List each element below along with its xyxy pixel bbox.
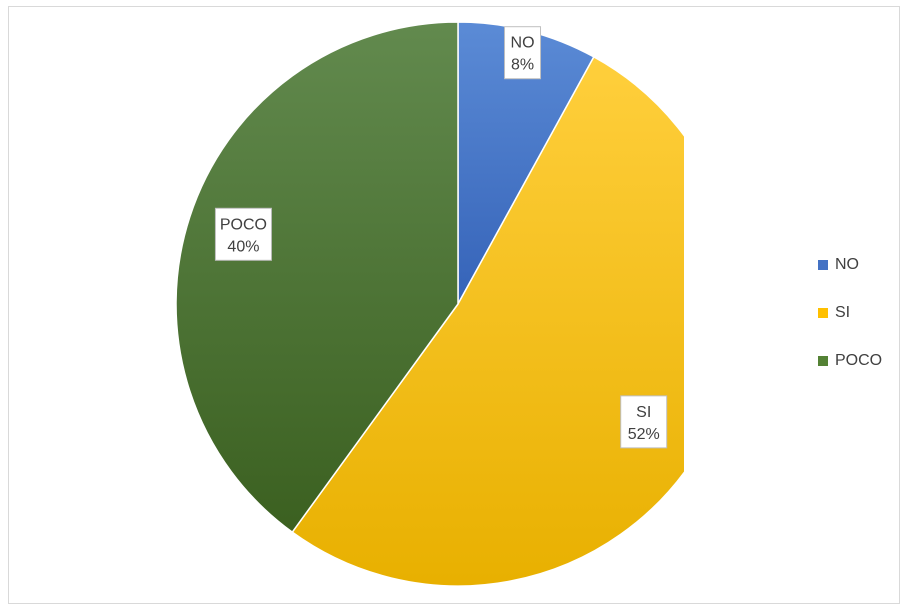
legend-label-poco: POCO xyxy=(835,351,883,369)
legend-swatch-no xyxy=(818,259,828,270)
data-label-percent: 8% xyxy=(511,57,534,74)
data-label-percent: 52% xyxy=(628,426,660,443)
legend-item-si: SI xyxy=(818,303,882,322)
legend-item-no: NO xyxy=(818,255,882,274)
chart-legend: NO SI POCO xyxy=(818,255,882,399)
legend-swatch-poco xyxy=(818,355,828,366)
legend-item-poco: POCO xyxy=(818,351,882,370)
pie-slice-poco xyxy=(175,21,459,534)
legend-label-si: SI xyxy=(835,303,851,321)
data-label-box xyxy=(214,207,272,261)
legend-label-no: NO xyxy=(835,255,859,273)
data-label-box xyxy=(620,395,668,449)
pie-slice-si xyxy=(291,55,684,587)
data-label-poco: POCO 40% xyxy=(214,207,272,261)
data-label-category: NO xyxy=(511,35,535,52)
data-label-si: SI 52% xyxy=(620,395,668,449)
data-label-no: NO 8% xyxy=(504,26,542,80)
data-label-category: SI xyxy=(636,404,651,421)
data-label-box xyxy=(504,26,542,80)
data-label-category: POCO xyxy=(220,216,267,233)
legend-swatch-si xyxy=(818,307,828,318)
data-label-percent: 40% xyxy=(227,238,259,255)
